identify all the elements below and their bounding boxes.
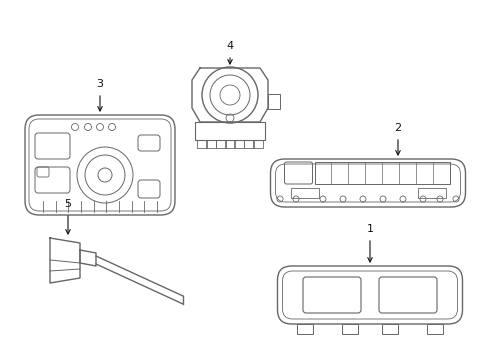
Bar xyxy=(342,324,358,334)
Bar xyxy=(291,188,318,198)
Text: 1: 1 xyxy=(367,224,373,234)
Bar xyxy=(268,94,280,109)
Bar xyxy=(216,140,226,148)
Text: 2: 2 xyxy=(394,123,402,133)
Bar xyxy=(382,324,398,334)
Bar xyxy=(206,140,216,148)
Bar xyxy=(315,162,449,184)
Bar xyxy=(417,188,445,198)
Bar xyxy=(244,140,254,148)
Bar xyxy=(197,140,207,148)
Text: 3: 3 xyxy=(97,79,103,89)
Text: 5: 5 xyxy=(65,199,72,209)
Bar xyxy=(253,140,263,148)
Bar xyxy=(225,140,235,148)
Text: 4: 4 xyxy=(226,41,234,51)
Bar xyxy=(297,324,313,334)
Bar xyxy=(427,324,443,334)
Bar xyxy=(195,122,265,140)
Bar xyxy=(234,140,245,148)
